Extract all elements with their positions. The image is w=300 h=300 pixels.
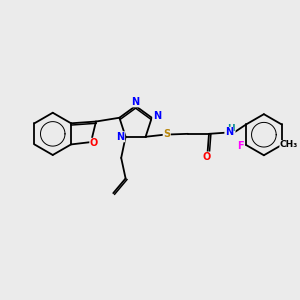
Text: N: N — [153, 111, 161, 121]
Text: N: N — [225, 128, 233, 137]
Text: O: O — [202, 152, 211, 162]
Text: CH₃: CH₃ — [280, 140, 298, 149]
Text: N: N — [116, 132, 125, 142]
Text: N: N — [131, 97, 140, 107]
Text: F: F — [238, 141, 244, 151]
Text: O: O — [90, 138, 98, 148]
Text: H: H — [227, 124, 235, 133]
Text: S: S — [163, 129, 170, 140]
